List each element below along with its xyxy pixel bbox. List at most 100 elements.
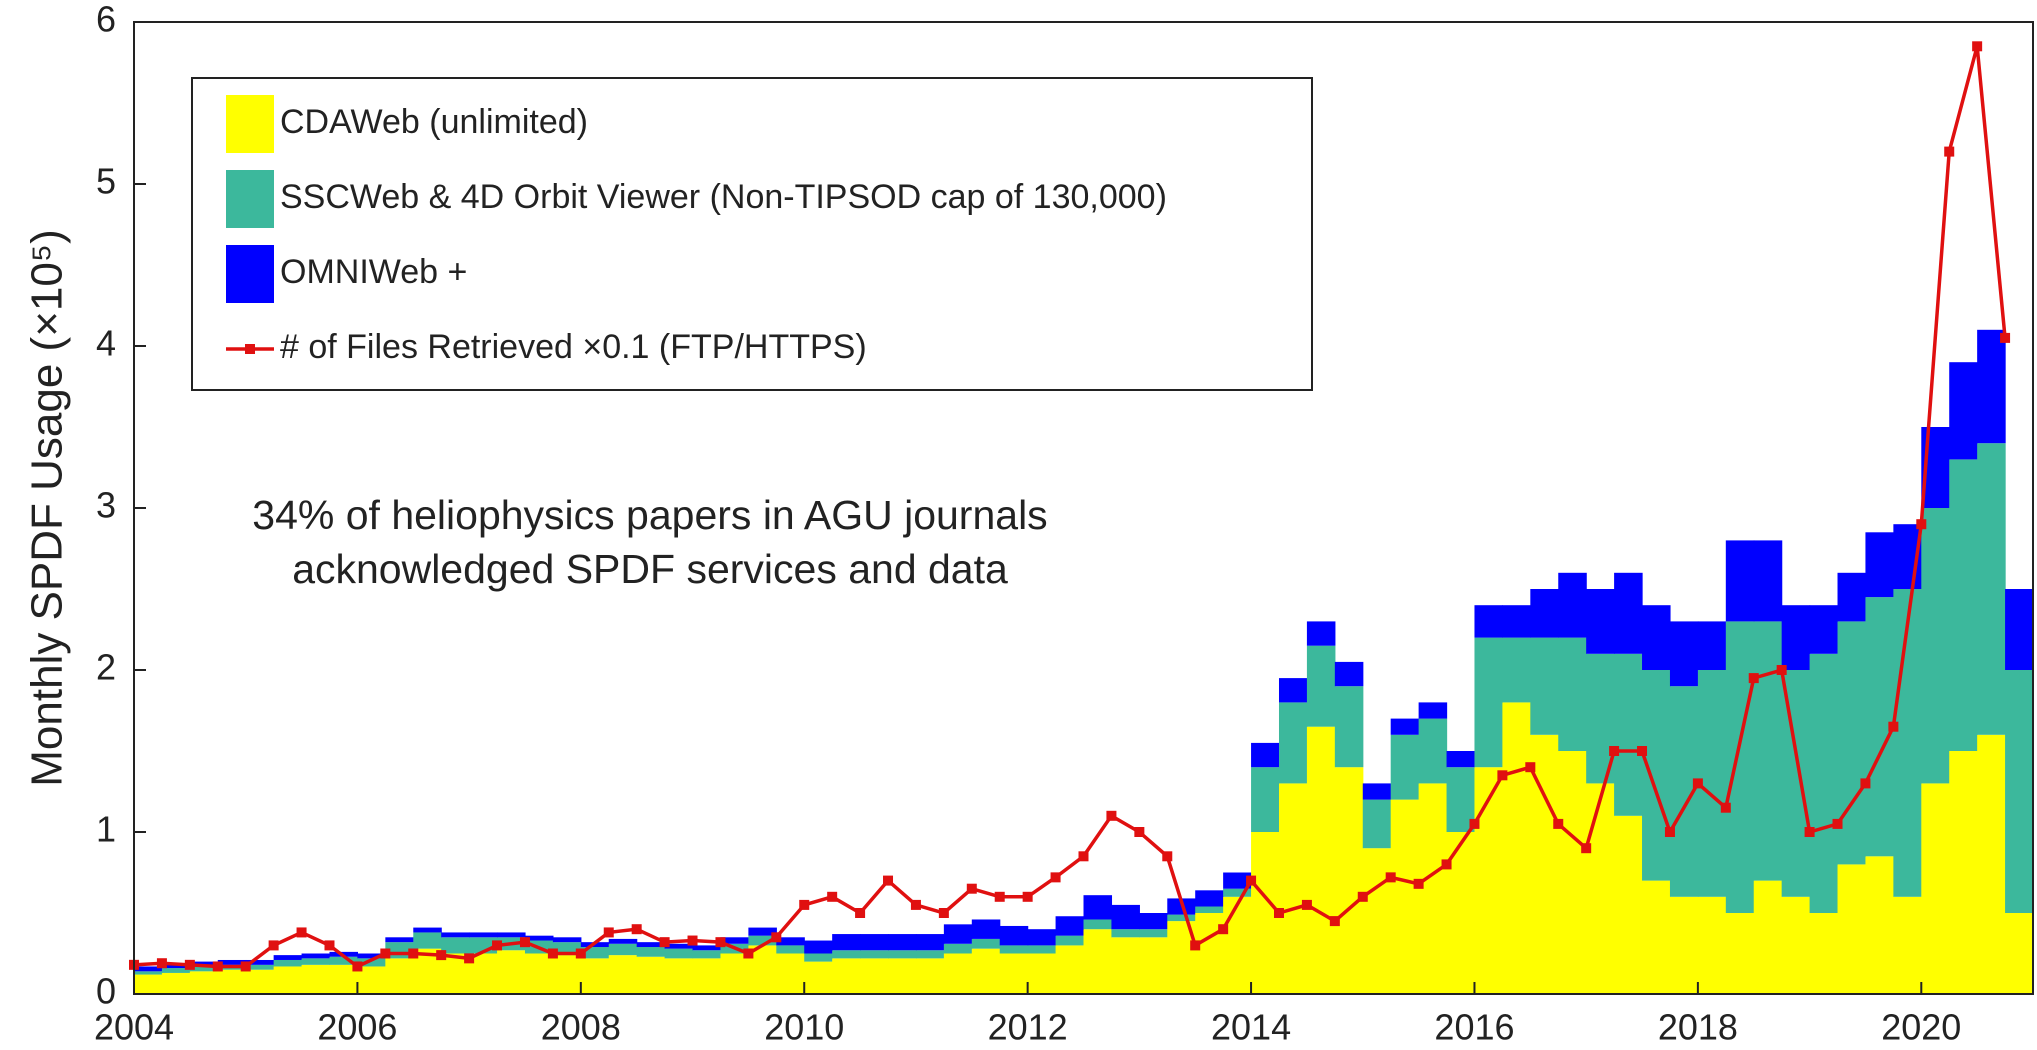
bar-segment [1530, 637, 1559, 735]
line-marker [296, 927, 307, 938]
bar-segment [1837, 864, 1867, 994]
line-marker [1804, 827, 1815, 837]
bar-segment [1195, 890, 1224, 907]
bar-segment [497, 932, 526, 938]
bar-segment [1725, 540, 1755, 622]
bar-segment [915, 950, 945, 959]
y-tick-label: 6 [96, 0, 116, 40]
line-marker [1246, 875, 1257, 886]
bar-segment [999, 945, 1029, 954]
x-tick-label: 2008 [541, 1007, 621, 1048]
line-marker [603, 927, 614, 938]
bar-segment [1083, 929, 1113, 994]
bar-segment [580, 947, 610, 959]
line-marker [575, 948, 586, 959]
bar-segment [1390, 734, 1420, 800]
bar-segment [832, 950, 861, 959]
bar-segment [273, 959, 303, 967]
line-marker [547, 948, 558, 959]
bar-segment [1083, 919, 1113, 930]
line-marker [1637, 746, 1648, 756]
bar-segment [1753, 540, 1783, 622]
line-marker [743, 948, 754, 959]
bar-segment [1558, 637, 1587, 751]
bar-segment [1558, 751, 1587, 994]
legend-label: # of Files Retrieved ×0.1 (FTP/HTTPS) [280, 328, 867, 366]
bar-segment [1474, 605, 1503, 638]
bar-segment [1865, 532, 1894, 598]
line-marker [268, 940, 279, 951]
line-marker [1748, 673, 1759, 684]
bar-segment [357, 953, 386, 959]
bar-segment [469, 932, 498, 938]
line-marker [1329, 916, 1340, 927]
bar-segment [1642, 670, 1671, 881]
legend-label: SSCWeb & 4D Orbit Viewer (Non-TIPSOD cap… [280, 178, 1167, 216]
line-marker [1916, 519, 1927, 530]
bar-segment [1586, 783, 1615, 994]
bar-segment [1306, 645, 1336, 727]
bar-segment [860, 934, 889, 951]
bar-segment [860, 950, 889, 959]
bar-segment [1362, 799, 1392, 849]
y-tick-label: 5 [96, 161, 116, 202]
bar-segment [134, 974, 163, 994]
bar-segment [1278, 783, 1308, 994]
line-marker [1720, 802, 1731, 813]
bar-segment [804, 940, 833, 954]
bar-segment [776, 937, 805, 946]
line-marker [1385, 872, 1396, 883]
bar-segment [1502, 637, 1531, 703]
bar-segment [636, 947, 666, 957]
bar-segment [189, 966, 219, 972]
bar-segment [1977, 329, 2006, 444]
bar-segment [971, 919, 1001, 939]
bar-segment [1446, 751, 1476, 768]
x-tick-label: 2014 [1211, 1007, 1291, 1048]
bar-segment [1390, 799, 1420, 994]
bar-segment [943, 924, 973, 944]
line-marker [1190, 940, 1201, 951]
legend-label: OMNIWeb + [280, 253, 467, 291]
bar-segment [413, 932, 442, 949]
bar-segment [1893, 896, 1922, 994]
bar-segment [1669, 896, 1699, 994]
bar-segment [1893, 589, 1922, 897]
bar-segment [804, 961, 833, 994]
bar-segment [1474, 767, 1503, 994]
x-tick-label: 2018 [1658, 1007, 1738, 1048]
bar-segment [552, 937, 582, 943]
bar-segment [860, 958, 889, 994]
bar-segment [1223, 888, 1252, 897]
line-marker [715, 937, 726, 948]
bar-segment [1697, 896, 1727, 994]
bar-segment [943, 943, 973, 954]
annotation: 34% of heliophysics papers in AGU journa… [252, 492, 1047, 538]
bar-segment [273, 955, 303, 960]
bar-segment [1167, 914, 1196, 922]
line-marker [1525, 762, 1536, 773]
line-marker [2000, 332, 2011, 343]
bar-segment [357, 958, 386, 967]
line-marker [1832, 818, 1843, 829]
bar-segment [497, 950, 526, 994]
bar-segment [720, 953, 749, 994]
y-axis-label: Monthly SPDF Usage (×10⁵) [23, 229, 72, 786]
bar-segment [1781, 896, 1811, 994]
legend-swatch [226, 170, 274, 228]
bar-segment [1697, 621, 1727, 670]
bar-segment [664, 943, 694, 949]
line-marker [1218, 924, 1229, 935]
bar-segment [608, 938, 638, 944]
line-marker [1413, 878, 1424, 889]
bar-segment [608, 955, 638, 994]
x-tick-label: 2010 [764, 1007, 844, 1048]
bar-segment [1055, 935, 1085, 946]
bar-segment [1614, 653, 1643, 816]
bar-segment [1669, 621, 1699, 687]
bar-segment [245, 964, 275, 970]
legend-marker [245, 344, 255, 354]
line-marker [1888, 721, 1899, 732]
